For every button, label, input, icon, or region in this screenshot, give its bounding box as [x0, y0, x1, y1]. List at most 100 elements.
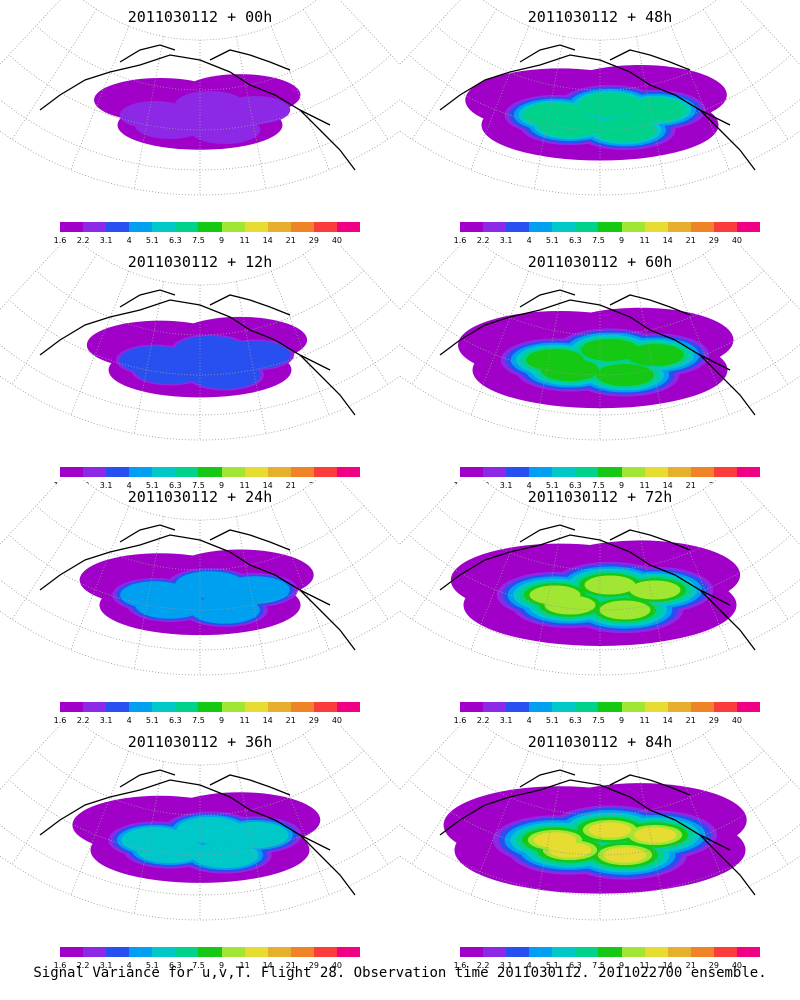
colorbar-label: 40	[731, 236, 743, 245]
field-contour	[623, 97, 687, 123]
colorbar-segment	[529, 947, 553, 957]
latitude-line	[8, 54, 392, 131]
colorbar-label: 11	[639, 236, 650, 245]
latitude-line	[36, 25, 364, 91]
polar-map	[0, 0, 400, 196]
coastline	[699, 109, 756, 171]
colorbar-label: 14	[662, 961, 673, 970]
colorbar-segment	[221, 947, 245, 957]
field-contour	[593, 117, 657, 143]
colorbar-segment	[198, 222, 222, 232]
panel-title: 2011030112 + 00h	[127, 8, 273, 26]
colorbar-label: 11	[639, 961, 650, 970]
colorbar-segment	[529, 222, 553, 232]
colorbar-label: 6.3	[569, 961, 582, 970]
colorbar-labels: 1.6 2.2 3.1 4 5.1 6.3 7.5 9 11 14 21 29 40	[454, 236, 760, 246]
colorbar-label: 29	[708, 236, 719, 245]
colorbar	[460, 467, 761, 479]
colorbar-segment	[313, 947, 337, 957]
longitude-line	[133, 761, 165, 914]
colorbar-segment	[575, 222, 599, 232]
field-contour	[584, 575, 636, 595]
colorbar-segment	[483, 467, 507, 477]
colorbar-label: 14	[262, 481, 273, 490]
field-contour	[596, 363, 654, 387]
coastline	[699, 834, 756, 896]
polar-map	[0, 480, 400, 676]
map-panel: 2011030112 + 12h1.62.23.145.16.37.591114…	[0, 245, 400, 490]
longitude-line	[703, 9, 789, 140]
colorbar-segment	[552, 947, 576, 957]
colorbar-segment	[290, 467, 314, 477]
colorbar-segment	[336, 947, 361, 957]
longitude-line	[235, 281, 267, 434]
colorbar-segment	[483, 222, 507, 232]
colorbar-label: 7.5	[192, 236, 205, 245]
colorbar-label: 7.5	[192, 481, 205, 490]
colorbar-label: 21	[685, 961, 696, 970]
field-contour	[219, 95, 291, 125]
colorbar	[60, 467, 361, 479]
colorbar-label: 29	[308, 716, 319, 725]
colorbar-label: 7.5	[592, 481, 605, 490]
coastline	[299, 589, 356, 651]
colorbar-label: 4	[126, 716, 132, 725]
colorbar-segment	[313, 702, 337, 712]
coastline	[209, 529, 291, 551]
colorbar-label: 29	[708, 716, 719, 725]
map-panel: 2011030112 + 72h 1.6 2.2 3.1 4 5.1 6.3 7.5 9 11 14…	[400, 480, 800, 725]
colorbar-label: 40	[731, 961, 743, 970]
longitude-line	[11, 489, 97, 620]
colorbar-segment	[575, 947, 599, 957]
colorbar-segment	[244, 702, 268, 712]
colorbar-label: 9	[218, 961, 225, 970]
polar-map	[400, 245, 800, 441]
latitude-line	[408, 54, 792, 131]
coastline	[609, 774, 691, 796]
colorbar-label: 3.1	[99, 716, 113, 725]
longitude-line	[235, 761, 267, 914]
colorbar-label: 6.3	[169, 236, 182, 245]
colorbar-segment	[483, 702, 507, 712]
colorbar-label: 2.2	[76, 961, 90, 970]
colorbar-segment	[244, 467, 268, 477]
colorbar-segment	[621, 467, 645, 477]
colorbar-label: 6.3	[169, 716, 182, 725]
colorbar-label: 7.5	[592, 236, 605, 245]
colorbar-label: 7.5	[592, 716, 605, 725]
longitude-line	[470, 506, 530, 651]
coastline	[39, 299, 331, 371]
colorbar-labels: 1.6 2.2 3.1 4 5.1 6.3 7.5 9 11 14 21 29 40	[454, 716, 760, 726]
longitude-line	[70, 751, 130, 896]
longitude-line	[635, 516, 667, 669]
colorbar-segment	[313, 467, 337, 477]
colorbar-label: 11	[239, 716, 250, 725]
longitude-line	[703, 734, 789, 865]
coastline	[519, 44, 576, 63]
colorbar-label: 2.2	[76, 716, 90, 725]
colorbar-segment	[552, 222, 576, 232]
map-panel: 2011030112 + 24h 1.6 2.2 3.1 4 5.1 6.3 7.5 9 11 14…	[0, 480, 400, 725]
colorbar-segment	[290, 222, 314, 232]
colorbar-label: 11	[239, 961, 250, 970]
colorbar-label: 3.1	[99, 481, 113, 490]
longitude-line	[303, 489, 389, 620]
coastline	[439, 299, 731, 371]
coastline	[39, 534, 331, 606]
colorbar	[60, 222, 361, 234]
colorbar-segment	[598, 222, 622, 232]
colorbar-segment	[621, 702, 645, 712]
colorbar-segment	[175, 467, 199, 477]
colorbar-label: 40	[331, 236, 343, 245]
colorbar-segment	[667, 702, 691, 712]
latitude-line	[436, 270, 764, 336]
latitude-line	[8, 534, 392, 611]
field-contour	[629, 580, 681, 600]
colorbar-label: 4	[526, 236, 532, 245]
colorbar-label: 21	[685, 481, 696, 490]
colorbar	[460, 947, 761, 959]
colorbar-segment	[129, 222, 153, 232]
colorbar-segment	[313, 222, 337, 232]
colorbar-segment	[667, 222, 691, 232]
colorbar-segment	[713, 222, 737, 232]
